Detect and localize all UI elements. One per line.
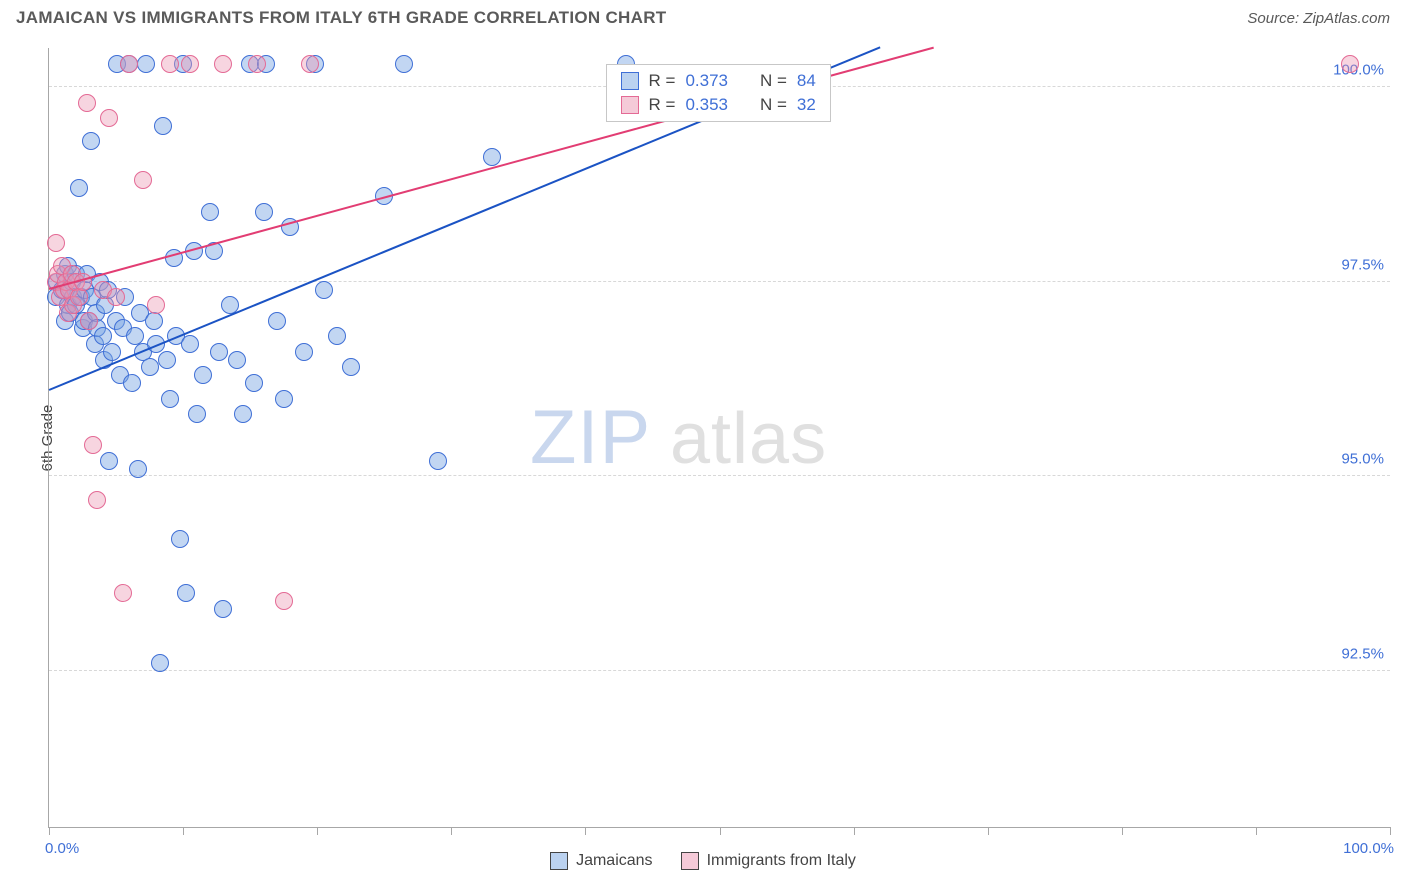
data-point-jamaicans	[154, 117, 172, 135]
data-point-jamaicans	[181, 335, 199, 353]
stats-n-value: 32	[797, 95, 816, 115]
x-tick	[451, 827, 452, 835]
legend-item-italy: Immigrants from Italy	[681, 852, 856, 870]
data-point-jamaicans	[194, 366, 212, 384]
data-point-italy	[181, 55, 199, 73]
watermark-atlas: atlas	[670, 399, 827, 479]
stats-row-jamaicans: R = 0.373 N = 84	[607, 69, 830, 93]
gridline-h	[49, 281, 1390, 282]
chart-area: 6th Grade ZIP atlas 92.5%95.0%97.5%100.0…	[48, 48, 1390, 828]
source-attribution: Source: ZipAtlas.com	[1247, 10, 1390, 27]
x-tick	[720, 827, 721, 835]
data-point-jamaicans	[145, 312, 163, 330]
data-point-jamaicans	[255, 203, 273, 221]
data-point-jamaicans	[70, 179, 88, 197]
data-point-italy	[70, 288, 88, 306]
stats-r-value: 0.353	[685, 95, 728, 115]
data-point-jamaicans	[245, 374, 263, 392]
data-point-italy	[214, 55, 232, 73]
legend-item-jamaicans: Jamaicans	[550, 852, 652, 870]
data-point-jamaicans	[100, 452, 118, 470]
chart-title: JAMAICAN VS IMMIGRANTS FROM ITALY 6TH GR…	[16, 8, 666, 28]
stats-r-label: R =	[649, 95, 676, 115]
data-point-jamaicans	[275, 390, 293, 408]
data-point-jamaicans	[201, 203, 219, 221]
stats-n-value: 84	[797, 71, 816, 91]
data-point-jamaicans	[315, 281, 333, 299]
data-point-jamaicans	[141, 358, 159, 376]
data-point-italy	[301, 55, 319, 73]
data-point-italy	[114, 584, 132, 602]
x-tick	[183, 827, 184, 835]
x-tick	[1390, 827, 1391, 835]
data-point-italy	[88, 491, 106, 509]
x-tick	[1256, 827, 1257, 835]
data-point-italy	[120, 55, 138, 73]
watermark-zip: ZIP	[530, 395, 651, 480]
x-tick	[49, 827, 50, 835]
watermark: ZIP atlas	[530, 393, 910, 483]
data-point-jamaicans	[228, 351, 246, 369]
stats-r-label: R =	[649, 71, 676, 91]
data-point-italy	[47, 234, 65, 252]
y-tick-label: 95.0%	[1341, 451, 1384, 468]
legend-label-jamaicans: Jamaicans	[576, 852, 652, 870]
data-point-jamaicans	[188, 405, 206, 423]
data-point-jamaicans	[483, 148, 501, 166]
source-name: ZipAtlas.com	[1303, 10, 1390, 27]
stats-row-italy: R = 0.353 N = 32	[607, 93, 830, 117]
data-point-jamaicans	[214, 600, 232, 618]
data-point-jamaicans	[328, 327, 346, 345]
data-point-italy	[248, 55, 266, 73]
data-point-italy	[134, 171, 152, 189]
x-tick	[1122, 827, 1123, 835]
data-point-jamaicans	[395, 55, 413, 73]
data-point-jamaicans	[103, 343, 121, 361]
stats-r-value: 0.373	[685, 71, 728, 91]
legend: Jamaicans Immigrants from Italy	[0, 852, 1406, 870]
legend-swatch-jamaicans	[550, 852, 568, 870]
data-point-italy	[275, 592, 293, 610]
source-prefix: Source:	[1247, 10, 1303, 27]
x-tick	[988, 827, 989, 835]
y-tick-label: 92.5%	[1341, 646, 1384, 663]
stats-swatch	[621, 96, 639, 114]
data-point-italy	[161, 55, 179, 73]
data-point-jamaicans	[295, 343, 313, 361]
data-point-italy	[1341, 55, 1359, 73]
stats-swatch	[621, 72, 639, 90]
data-point-jamaicans	[123, 374, 141, 392]
data-point-italy	[100, 109, 118, 127]
plot-region: ZIP atlas 92.5%95.0%97.5%100.0%0.0%100.0…	[48, 48, 1390, 828]
data-point-jamaicans	[429, 452, 447, 470]
data-point-italy	[80, 312, 98, 330]
data-point-jamaicans	[210, 343, 228, 361]
stats-n-label: N =	[760, 71, 787, 91]
data-point-jamaicans	[161, 390, 179, 408]
legend-label-italy: Immigrants from Italy	[707, 852, 856, 870]
data-point-jamaicans	[171, 530, 189, 548]
legend-swatch-italy	[681, 852, 699, 870]
y-tick-label: 97.5%	[1341, 256, 1384, 273]
data-point-jamaicans	[151, 654, 169, 672]
data-point-jamaicans	[158, 351, 176, 369]
x-tick	[585, 827, 586, 835]
x-tick	[317, 827, 318, 835]
correlation-stats-box: R = 0.373 N = 84 R = 0.353 N = 32	[606, 64, 831, 122]
gridline-h	[49, 475, 1390, 476]
data-point-jamaicans	[82, 132, 100, 150]
x-tick	[854, 827, 855, 835]
gridline-h	[49, 670, 1390, 671]
data-point-italy	[78, 94, 96, 112]
stats-n-label: N =	[760, 95, 787, 115]
data-point-italy	[84, 436, 102, 454]
data-point-jamaicans	[268, 312, 286, 330]
data-point-jamaicans	[177, 584, 195, 602]
data-point-italy	[107, 288, 125, 306]
data-point-jamaicans	[342, 358, 360, 376]
data-point-jamaicans	[129, 460, 147, 478]
data-point-jamaicans	[234, 405, 252, 423]
data-point-italy	[147, 296, 165, 314]
data-point-jamaicans	[137, 55, 155, 73]
